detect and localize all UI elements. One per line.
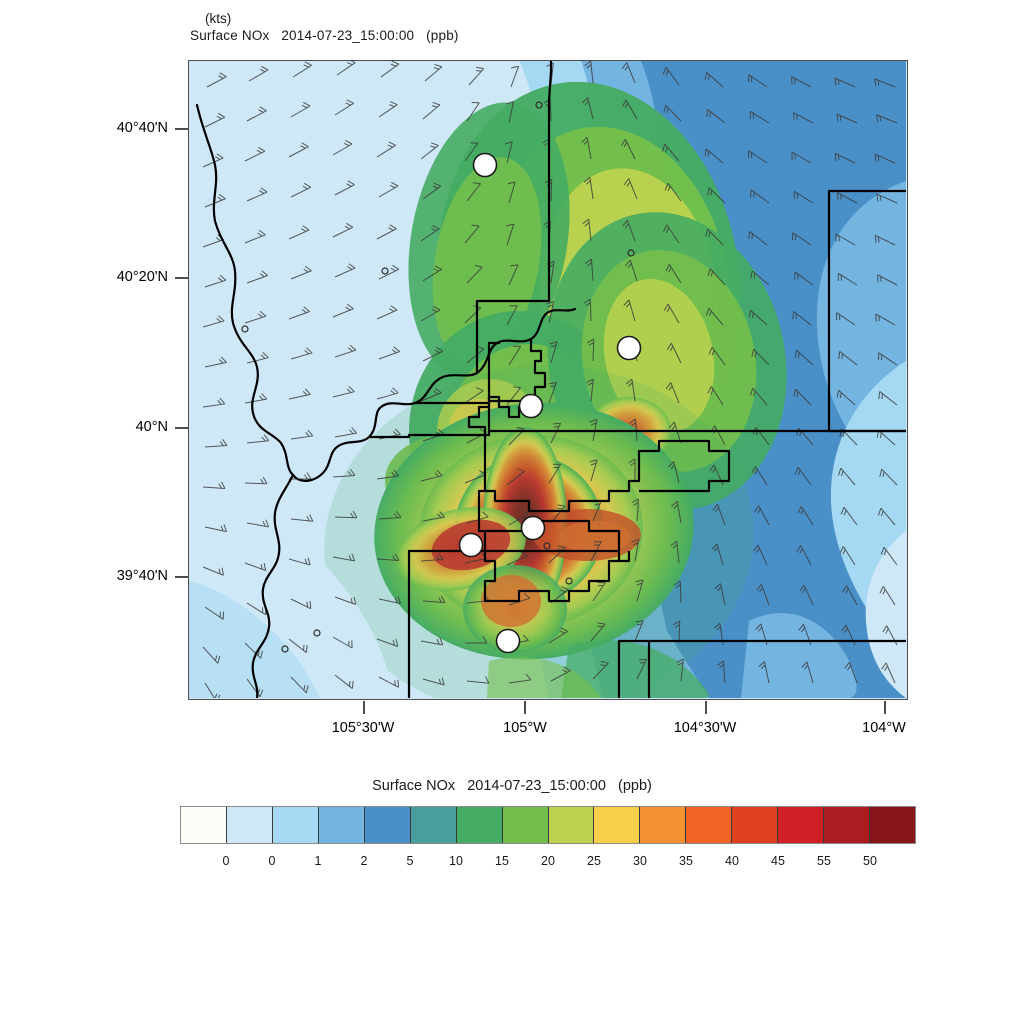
colorbar-cell-green[interactable]	[456, 807, 503, 843]
colorbar-cell-pale-blue[interactable]	[226, 807, 273, 843]
lon-label-1: 105°W	[503, 720, 547, 736]
colorbar-swatches[interactable]	[180, 806, 916, 844]
colorbar-cell-dark-red[interactable]	[824, 807, 871, 843]
lon-label-3: 104°W	[862, 720, 906, 736]
colorbar-tick-label: 10	[449, 854, 463, 868]
lat-label-2: 40°N	[135, 419, 168, 435]
colorbar-cell-dark-orange[interactable]	[686, 807, 733, 843]
colorbar-tick-label: 40	[725, 854, 739, 868]
map-title: Surface NOx 2014-07-23_15:00:00 (ppb)	[190, 28, 459, 43]
lat-tick-1	[175, 277, 188, 279]
colorbar-cell-red-orange[interactable]	[732, 807, 779, 843]
lon-tick-0	[363, 701, 365, 714]
colorbar-tick-label: 0	[268, 854, 276, 868]
colorbar-cell-yellow-green[interactable]	[548, 807, 595, 843]
colorbar-tick-label: 5	[406, 854, 414, 868]
lon-tick-3	[884, 701, 886, 714]
contour-field	[189, 61, 906, 698]
colorbar-cell-yellow[interactable]	[594, 807, 641, 843]
lon-label-0: 105°30'W	[331, 720, 395, 736]
station-marker	[472, 152, 498, 178]
colorbar-tick-label: 30	[633, 854, 647, 868]
station-marker	[518, 393, 544, 419]
colorbar-cell-teal[interactable]	[410, 807, 457, 843]
lat-label-1: 40°20'N	[116, 269, 168, 285]
colorbar-tick-label: 55	[817, 854, 831, 868]
colorbar-tick-label: 1	[314, 854, 322, 868]
lon-tick-2	[705, 701, 707, 714]
lat-label-3: 39°40'N	[116, 568, 168, 584]
colorbar-cell-orange[interactable]	[640, 807, 687, 843]
lon-label-2: 104°30'W	[673, 720, 737, 736]
colorbar-cell-maroon[interactable]	[870, 807, 915, 843]
colorbar-tick-label: 0	[222, 854, 230, 868]
colorbar-tick-label: 25	[587, 854, 601, 868]
colorbar-tick-label: 20	[541, 854, 555, 868]
station-marker-layer[interactable]	[458, 152, 642, 654]
colorbar-tick-label: 2	[360, 854, 368, 868]
colorbar-tick-label: 35	[679, 854, 693, 868]
colorbar-tick-label: 15	[495, 854, 509, 868]
colorbar-cell-medium-blue[interactable]	[364, 807, 411, 843]
map-panel[interactable]	[188, 60, 908, 700]
lat-tick-3	[175, 576, 188, 578]
colorbar-cell-light-blue[interactable]	[272, 807, 319, 843]
colorbar[interactable]: 0 0 1 2 5 10 15 20 25 30 35 40 45 55 50	[180, 806, 916, 868]
station-marker	[458, 532, 484, 558]
colorbar-tick-label: 45	[771, 854, 785, 868]
minor-marker-layer	[241, 101, 635, 653]
station-marker	[495, 628, 521, 654]
colorbar-cell-sky-blue[interactable]	[318, 807, 365, 843]
colorbar-title: Surface NOx 2014-07-23_15:00:00 (ppb)	[372, 778, 652, 794]
colorbar-cell-light-green[interactable]	[502, 807, 549, 843]
barb-units-label: (kts)	[205, 11, 232, 26]
lat-label-0: 40°40'N	[116, 120, 168, 136]
colorbar-cell-red[interactable]	[778, 807, 825, 843]
lat-tick-0	[175, 128, 188, 130]
lon-tick-1	[524, 701, 526, 714]
station-marker	[616, 335, 642, 361]
colorbar-tick-labels: 0 0 1 2 5 10 15 20 25 30 35 40 45 55 50	[180, 854, 916, 874]
lat-tick-2	[175, 427, 188, 429]
station-marker	[520, 515, 546, 541]
colorbar-tick-label: 50	[863, 854, 877, 868]
colorbar-cell-white[interactable]	[181, 807, 227, 843]
